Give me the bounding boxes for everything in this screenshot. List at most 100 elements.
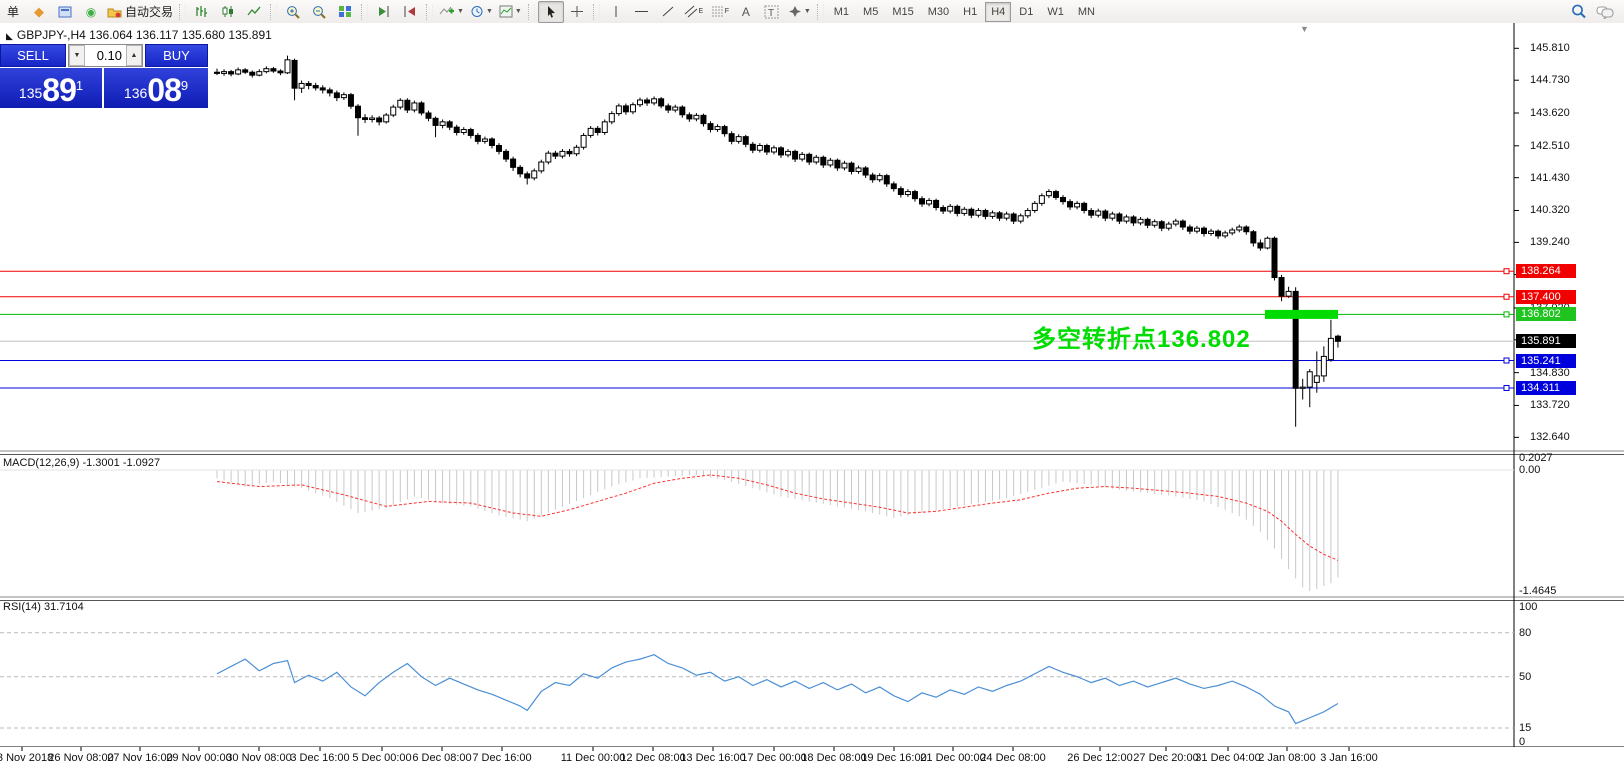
cursor-tool[interactable] bbox=[537, 0, 564, 23]
volume-input[interactable]: 0.10 bbox=[96, 48, 122, 63]
price-line-badge[interactable]: 135.241 bbox=[1516, 353, 1576, 368]
market-watch-icon[interactable]: ◆ bbox=[34, 3, 44, 19]
indicators-add-icon[interactable]: ▼ bbox=[436, 1, 467, 23]
time-tick bbox=[319, 747, 321, 751]
candle-body bbox=[629, 104, 636, 113]
timeframe-m5[interactable]: M5 bbox=[863, 5, 879, 18]
chart-shift-icon[interactable] bbox=[397, 1, 423, 23]
equidistant-channel-tool[interactable]: E bbox=[681, 1, 707, 23]
text-label-tool[interactable]: T bbox=[759, 1, 785, 23]
trendline-tool[interactable] bbox=[655, 1, 681, 23]
price-tick-label: 132.640 bbox=[1530, 431, 1570, 444]
timeframe-h1[interactable]: H1 bbox=[963, 5, 978, 18]
timeframe-d1[interactable]: D1 bbox=[1019, 5, 1034, 18]
candle-body bbox=[989, 212, 996, 217]
timeframe-m15[interactable]: M15 bbox=[892, 5, 914, 18]
timeframe-h4[interactable]: H4 bbox=[985, 1, 1012, 22]
candle-body bbox=[778, 147, 784, 156]
chart-window: ◣ GBPJPY-,H4 136.064 136.117 135.680 135.… bbox=[0, 23, 1624, 769]
price-tick-label: 141.430 bbox=[1530, 171, 1570, 184]
candlestick-chart-icon[interactable] bbox=[215, 1, 241, 23]
one-click-trade-panel: SELL ▼ 0.10 ▲ BUY 135 89 1 136 08 9 bbox=[0, 44, 208, 108]
price-line-badge[interactable]: 134.311 bbox=[1516, 380, 1576, 395]
candle-body bbox=[1285, 290, 1292, 297]
pivot-highlight-bar[interactable] bbox=[1265, 309, 1338, 319]
candle-body bbox=[735, 136, 742, 142]
price-line-badge[interactable]: 136.802 bbox=[1516, 307, 1576, 322]
price-axis[interactable]: 145.810 144.730 143.620 142.510 141.430 140.3… bbox=[1515, 23, 1624, 769]
auto-scroll-icon[interactable] bbox=[371, 1, 397, 23]
chart-canvas[interactable] bbox=[0, 23, 1624, 769]
horizontal-line-tool[interactable] bbox=[629, 1, 655, 23]
candle-body bbox=[270, 68, 277, 72]
buy-button[interactable]: BUY bbox=[145, 44, 208, 67]
candle-body bbox=[1123, 216, 1130, 222]
candle-body bbox=[961, 208, 968, 214]
pivot-annotation[interactable]: 多空转折点136.802 bbox=[1032, 326, 1251, 353]
text-tool[interactable]: A bbox=[741, 4, 750, 19]
signals-icon[interactable]: ◉ bbox=[85, 4, 97, 19]
arrows-tool[interactable]: ▼ bbox=[785, 1, 814, 23]
candle-body bbox=[228, 71, 235, 75]
search-icon[interactable] bbox=[1566, 1, 1592, 23]
candle-body bbox=[488, 138, 495, 146]
candle-body bbox=[1320, 355, 1327, 377]
candle-body bbox=[1052, 191, 1059, 198]
chat-icon[interactable] bbox=[1592, 1, 1618, 23]
time-tick bbox=[1165, 747, 1167, 751]
line-anchor-marker[interactable] bbox=[1503, 293, 1510, 300]
sell-button[interactable]: SELL bbox=[0, 44, 66, 67]
volume-increase-button[interactable]: ▲ bbox=[126, 45, 142, 66]
new-order-button-partial[interactable]: 单 bbox=[0, 1, 26, 23]
data-window-icon[interactable] bbox=[52, 1, 78, 23]
sell-price-button[interactable]: 135 89 1 bbox=[0, 68, 102, 108]
line-chart-icon[interactable] bbox=[241, 1, 267, 23]
fibonacci-tool[interactable]: F bbox=[707, 1, 733, 23]
candle-body bbox=[919, 198, 925, 205]
timeframe-w1[interactable]: W1 bbox=[1047, 5, 1064, 18]
time-tick bbox=[1286, 747, 1288, 751]
candle-body bbox=[679, 106, 686, 116]
timeframe-group: M1 M5 M15 M30 H1 H4 D1 W1 MN bbox=[827, 1, 1102, 22]
time-label: 30 Nov 08:00 bbox=[226, 752, 292, 764]
price-tick-label: 145.810 bbox=[1530, 42, 1570, 55]
time-tick bbox=[833, 747, 835, 751]
crosshair-tool[interactable] bbox=[564, 1, 590, 23]
time-label: 18 Dec 08:00 bbox=[801, 752, 867, 764]
current-price-badge[interactable]: 135.891 bbox=[1516, 334, 1576, 349]
zoom-out-icon[interactable] bbox=[306, 1, 332, 23]
timeframe-mn[interactable]: MN bbox=[1077, 5, 1095, 18]
zoom-in-icon[interactable] bbox=[280, 1, 306, 23]
toolbar-separator bbox=[592, 3, 600, 20]
line-anchor-marker[interactable] bbox=[1503, 384, 1510, 391]
templates-icon[interactable]: ▼ bbox=[496, 1, 525, 23]
candle-body bbox=[968, 208, 975, 216]
price-line-badge[interactable]: 138.264 bbox=[1516, 264, 1576, 279]
time-tick bbox=[952, 747, 954, 751]
time-tick bbox=[592, 747, 594, 751]
candle-body bbox=[594, 127, 601, 133]
volume-decrease-button[interactable]: ▼ bbox=[69, 45, 85, 66]
line-anchor-marker[interactable] bbox=[1503, 268, 1510, 275]
timeframe-m1[interactable]: M1 bbox=[833, 5, 850, 18]
autotrade-button[interactable]: 自动交易 bbox=[104, 1, 176, 23]
candle-body bbox=[1186, 226, 1193, 232]
tile-windows-icon[interactable] bbox=[332, 1, 358, 23]
bar-chart-icon[interactable] bbox=[189, 1, 215, 23]
chart-shift-marker[interactable]: ▼ bbox=[1300, 24, 1309, 34]
line-anchor-marker[interactable] bbox=[1503, 311, 1510, 318]
timeframe-m30[interactable]: M30 bbox=[927, 5, 950, 18]
candle-body bbox=[1017, 215, 1024, 222]
macd-signal-line bbox=[216, 474, 1339, 561]
vertical-line-tool[interactable] bbox=[603, 1, 629, 23]
price-line-badge[interactable]: 137.400 bbox=[1516, 289, 1576, 304]
time-label: 23 Nov 2018 bbox=[0, 752, 54, 764]
line-anchor-marker[interactable] bbox=[1503, 357, 1510, 364]
periods-clock-icon[interactable]: ▼ bbox=[467, 1, 496, 23]
dropdown-arrow-icon: ▼ bbox=[514, 8, 522, 15]
buy-price-button[interactable]: 136 08 9 bbox=[104, 68, 208, 108]
candle-body bbox=[559, 150, 566, 157]
candle-body bbox=[1257, 242, 1264, 249]
